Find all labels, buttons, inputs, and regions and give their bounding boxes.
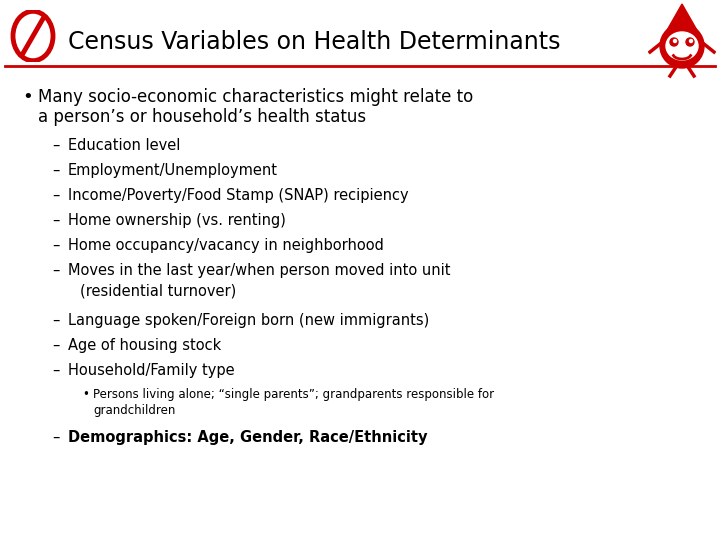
Circle shape	[660, 24, 704, 68]
Text: Many socio-economic characteristics might relate to: Many socio-economic characteristics migh…	[38, 88, 473, 106]
Text: Home occupancy/vacancy in neighborhood: Home occupancy/vacancy in neighborhood	[68, 238, 384, 253]
Text: Moves in the last year/when person moved into unit: Moves in the last year/when person moved…	[68, 263, 451, 278]
Text: –: –	[52, 213, 59, 228]
Text: Age of housing stock: Age of housing stock	[68, 338, 221, 353]
Text: –: –	[52, 163, 59, 178]
Text: Demographics: Age, Gender, Race/Ethnicity: Demographics: Age, Gender, Race/Ethnicit…	[68, 430, 428, 445]
Ellipse shape	[18, 17, 48, 56]
Text: –: –	[52, 138, 59, 153]
Text: –: –	[52, 313, 59, 328]
Text: Education level: Education level	[68, 138, 181, 153]
Circle shape	[670, 38, 678, 46]
Text: –: –	[52, 263, 59, 278]
Text: –: –	[52, 238, 59, 253]
Polygon shape	[666, 4, 698, 32]
Text: Language spoken/Foreign born (new immigrants): Language spoken/Foreign born (new immigr…	[68, 313, 429, 328]
Ellipse shape	[666, 32, 698, 60]
Text: Household/Family type: Household/Family type	[68, 363, 235, 378]
Text: •: •	[22, 88, 32, 106]
Circle shape	[686, 38, 694, 46]
Text: –: –	[52, 188, 59, 203]
Text: –: –	[52, 363, 59, 378]
Circle shape	[690, 39, 693, 43]
Text: Employment/Unemployment: Employment/Unemployment	[68, 163, 278, 178]
Text: –: –	[52, 338, 59, 353]
Text: grandchildren: grandchildren	[93, 404, 176, 417]
Circle shape	[673, 39, 677, 43]
Text: Persons living alone; “single parents”; grandparents responsible for: Persons living alone; “single parents”; …	[93, 388, 494, 401]
Text: Census Variables on Health Determinants: Census Variables on Health Determinants	[68, 30, 560, 54]
Text: a person’s or household’s health status: a person’s or household’s health status	[38, 108, 366, 126]
Text: –: –	[52, 430, 59, 445]
Text: (residential turnover): (residential turnover)	[80, 283, 236, 298]
Text: Income/Poverty/Food Stamp (SNAP) recipiency: Income/Poverty/Food Stamp (SNAP) recipie…	[68, 188, 409, 203]
Text: Home ownership (vs. renting): Home ownership (vs. renting)	[68, 213, 286, 228]
Text: •: •	[82, 388, 89, 401]
